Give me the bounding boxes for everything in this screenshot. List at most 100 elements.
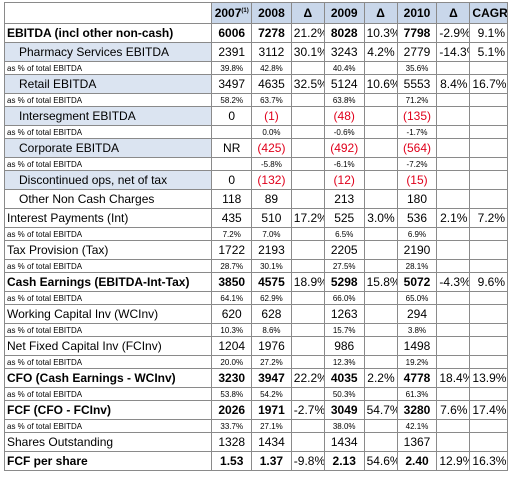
value-cell-2008: 510: [251, 208, 292, 228]
value-cell-2010: 536: [396, 208, 438, 228]
row-label: as % of total EBITDA: [3, 157, 213, 171]
delta-cell-2009: 54.7%: [363, 400, 398, 420]
value-cell-2007: 2026: [211, 400, 253, 420]
value-cell-2010: 61.3%: [396, 387, 438, 401]
table-row: Intersegment EBITDA 0 (1) (48) (135): [3, 106, 508, 126]
row-label: as % of total EBITDA: [3, 125, 213, 139]
row-label: Pharmacy Services EBITDA: [3, 42, 213, 62]
delta-cell-2008: [290, 227, 325, 241]
delta-cell-2010: [436, 93, 471, 107]
value-cell-2007: [211, 157, 253, 171]
delta-cell-2009: 10.6%: [363, 74, 398, 94]
value-cell-2009: 5124: [323, 74, 365, 94]
header-2008: 2008: [251, 2, 292, 24]
subrow-percent-of-ebitda: as % of total EBITDA 39.8% 42.8% 40.4% 35.6%: [3, 61, 508, 75]
delta-cell-2010: [436, 157, 471, 171]
delta-cell-2008: [290, 432, 325, 452]
value-cell-2007: 118: [211, 189, 253, 209]
value-cell-2009: 12.3%: [323, 355, 365, 369]
value-cell-2008: 1.37: [251, 451, 292, 471]
cagr-cell: [469, 157, 508, 171]
value-cell-2008: (1): [251, 106, 292, 126]
table-row: Tax Provision (Tax) 1722 2193 2205 2190: [3, 240, 508, 260]
row-label: as % of total EBITDA: [3, 291, 213, 305]
value-cell-2010: 2779: [396, 42, 438, 62]
delta-cell-2010: [436, 304, 471, 324]
delta-cell-2010: -4.3%: [436, 272, 471, 292]
value-cell-2010: 7798: [396, 23, 438, 43]
row-label: as % of total EBITDA: [3, 387, 213, 401]
delta-cell-2009: 15.8%: [363, 272, 398, 292]
header-2007-footnote: (1): [241, 8, 249, 14]
value-cell-2008: 27.2%: [251, 355, 292, 369]
value-cell-2009: 2205: [323, 240, 365, 260]
row-label: Intersegment EBITDA: [3, 106, 213, 126]
delta-cell-2010: -2.9%: [436, 23, 471, 43]
value-cell-2009: 986: [323, 336, 365, 356]
subrow-percent-of-ebitda: as % of total EBITDA 33.7% 27.1% 38.0% 42.1%: [3, 419, 508, 433]
delta-cell-2008: [290, 240, 325, 260]
value-cell-2007: 0: [211, 170, 253, 190]
delta-cell-2010: [436, 387, 471, 401]
value-cell-2010: 2.40: [396, 451, 438, 471]
table-row: EBITDA (incl other non-cash) 6006 7278 21.2…: [3, 23, 508, 43]
value-cell-2008: 63.7%: [251, 93, 292, 107]
table-row: Interest Payments (Int)43551017.2%5253.0…: [3, 208, 508, 228]
delta-cell-2009: [363, 138, 398, 158]
delta-cell-2008: -2.7%: [290, 400, 325, 420]
value-cell-2010: 35.6%: [396, 61, 438, 75]
subrow-percent-of-ebitda: as % of total EBITDA 0.0% -0.6% -1.7%: [3, 125, 508, 139]
value-cell-2008: 7278: [251, 23, 292, 43]
value-cell-2010: 3280: [396, 400, 438, 420]
cagr-cell: 16.3%: [469, 451, 508, 471]
value-cell-2007: 39.8%: [211, 61, 253, 75]
row-label: Shares Outstanding: [3, 432, 213, 452]
financial-table-container: 2007(1) 2008 Δ 2009 Δ 2010 Δ CAGR EBITDA…: [3, 2, 508, 471]
delta-cell-2009: [363, 170, 398, 190]
cagr-cell: [469, 61, 508, 75]
value-cell-2009: 40.4%: [323, 61, 365, 75]
row-label: as % of total EBITDA: [3, 259, 213, 273]
cagr-cell: 16.7%: [469, 74, 508, 94]
header-2007: 2007(1): [211, 2, 253, 24]
delta-cell-2010: [436, 106, 471, 126]
cagr-cell: 17.4%: [469, 400, 508, 420]
header-cagr: CAGR: [469, 2, 508, 24]
value-cell-2008: -5.8%: [251, 157, 292, 171]
cagr-cell: 9.1%: [469, 23, 508, 43]
value-cell-2007: 1.53: [211, 451, 253, 471]
delta-cell-2010: [436, 240, 471, 260]
row-label: as % of total EBITDA: [3, 61, 213, 75]
subrow-percent-of-ebitda: as % of total EBITDA 20.0% 27.2% 12.3% 19.2%: [3, 355, 508, 369]
delta-cell-2009: [363, 227, 398, 241]
table-row: Working Capital Inv (WCInv) 620 628 1263 294: [3, 304, 508, 324]
value-cell-2009: -0.6%: [323, 125, 365, 139]
value-cell-2010: 71.2%: [396, 93, 438, 107]
header-delta-2009: Δ: [363, 2, 398, 24]
row-label: Discontinued ops, net of tax: [3, 170, 213, 190]
cagr-cell: [469, 240, 508, 260]
delta-cell-2008: 30.1%: [290, 42, 325, 62]
delta-cell-2009: [363, 323, 398, 337]
delta-cell-2009: [363, 355, 398, 369]
delta-cell-2008: [290, 138, 325, 158]
delta-cell-2008: [290, 61, 325, 75]
delta-cell-2008: -9.8%: [290, 451, 325, 471]
cagr-cell: [469, 106, 508, 126]
value-cell-2009: 15.7%: [323, 323, 365, 337]
delta-cell-2008: [290, 304, 325, 324]
header-delta-2010: Δ: [436, 2, 471, 24]
value-cell-2009: 1263: [323, 304, 365, 324]
table-row: FCF (CFO - FCInv)20261971-2.7%304954.7%3…: [3, 400, 508, 420]
cagr-cell: [469, 170, 508, 190]
delta-cell-2009: [363, 291, 398, 305]
value-cell-2008: 27.1%: [251, 419, 292, 433]
subrow-percent-of-ebitda: as % of total EBITDA 58.2% 63.7% 63.8% 71.2%: [3, 93, 508, 107]
delta-cell-2009: [363, 106, 398, 126]
value-cell-2010: 42.1%: [396, 419, 438, 433]
delta-cell-2010: 18.4%: [436, 368, 471, 388]
value-cell-2007: 620: [211, 304, 253, 324]
value-cell-2009: (12): [323, 170, 365, 190]
delta-cell-2010: [436, 227, 471, 241]
value-cell-2010: 3.8%: [396, 323, 438, 337]
